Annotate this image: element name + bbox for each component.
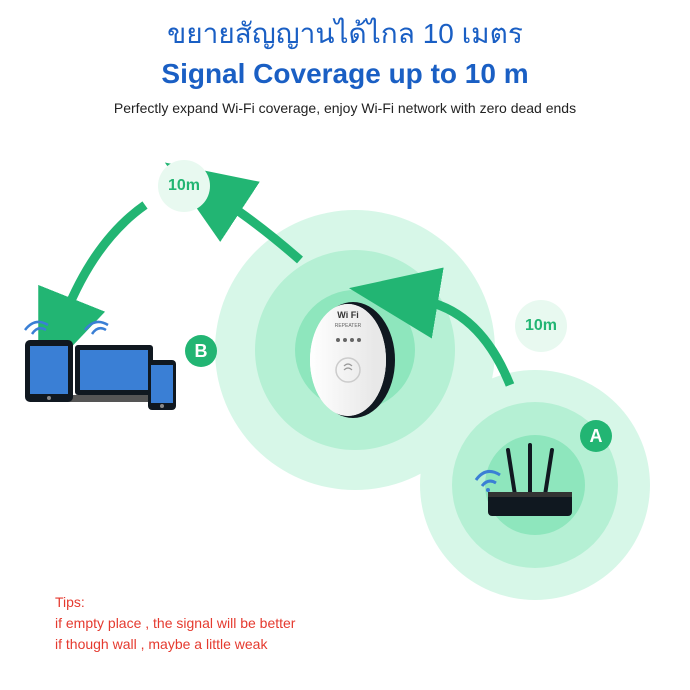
router-icon <box>470 440 590 530</box>
repeater-icon: Wi Fi REPEATER <box>308 290 398 420</box>
tips-line-1: if empty place , the signal will be bett… <box>55 613 295 634</box>
wifi-repeater-device: Wi Fi REPEATER <box>308 290 398 420</box>
tips-heading: Tips: <box>55 592 295 613</box>
subtitle: Perfectly expand Wi-Fi coverage, enjoy W… <box>0 100 690 116</box>
router-device <box>470 440 590 530</box>
tips-line-2: if though wall , maybe a little weak <box>55 634 295 655</box>
wifi-waves-icon <box>80 305 140 340</box>
header: ขยายสัญญานได้ไกล 10 เมตร Signal Coverage… <box>0 0 690 116</box>
title-english: Signal Coverage up to 10 m <box>0 58 690 90</box>
client-devices <box>20 320 190 430</box>
distance-badge-right: 10m <box>515 300 567 352</box>
coverage-diagram: 10m 10m A B <box>0 130 690 580</box>
wifi-waves-icon <box>20 305 80 340</box>
distance-badge-top: 10m <box>158 160 210 212</box>
repeater-label: Wi Fi <box>337 310 358 320</box>
repeater-sublabel: REPEATER <box>335 323 362 329</box>
title-thai: ขยายสัญญานได้ไกล 10 เมตร <box>0 12 690 56</box>
tips-block: Tips: if empty place , the signal will b… <box>55 592 295 655</box>
